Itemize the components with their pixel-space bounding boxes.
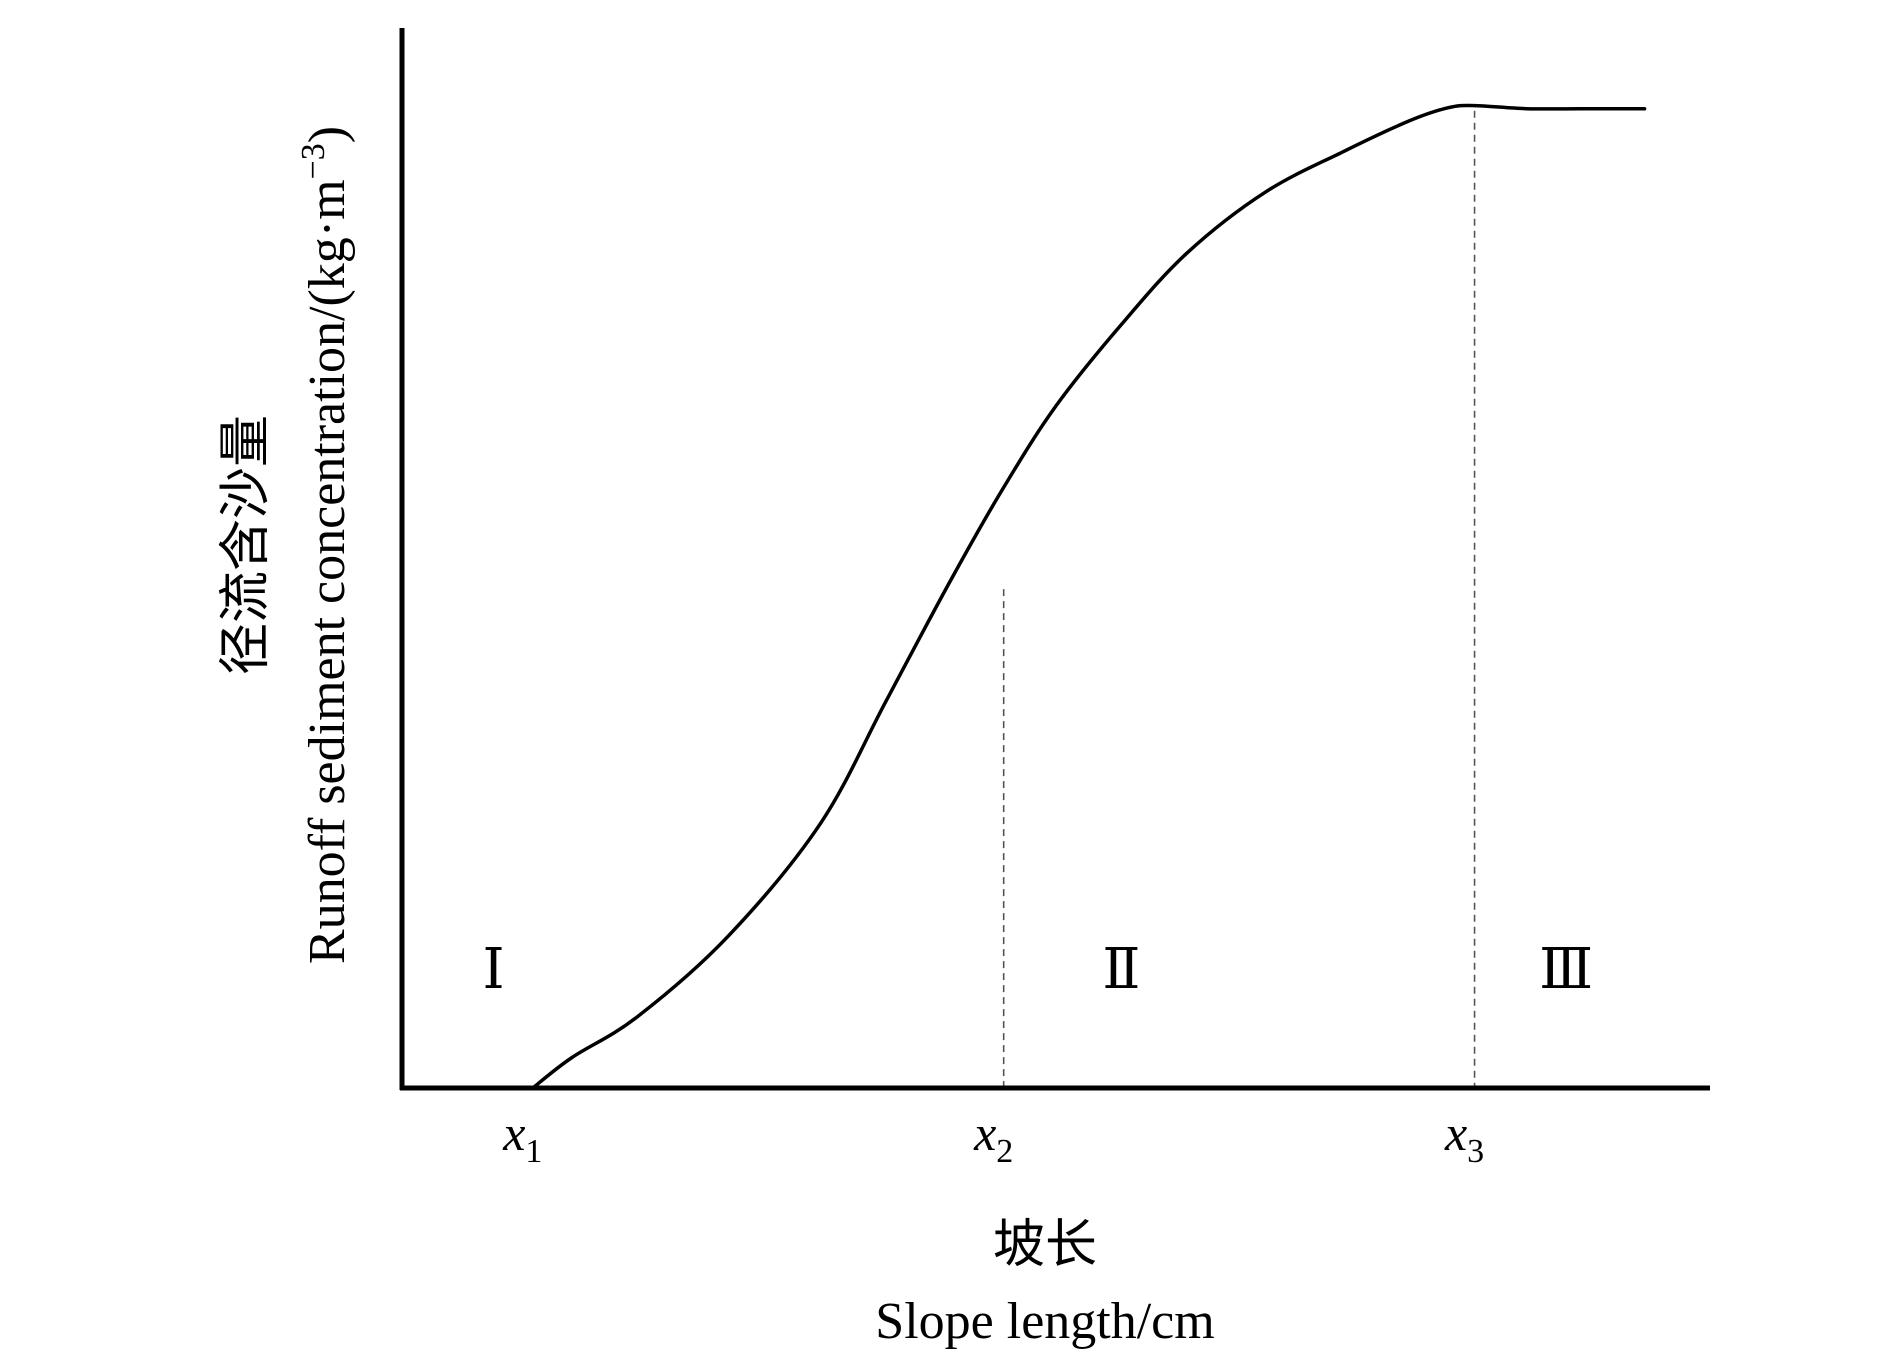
reference-lines (1002, 110, 1476, 1088)
y-axis-label-cn-group: 径流含沙量 (218, 415, 275, 675)
x-tick-label-1: x1 (502, 1105, 542, 1170)
x-tick-label-2: x2 (973, 1105, 1013, 1170)
region-label-2: Ⅱ (1102, 939, 1140, 1001)
region-label-1: Ⅰ (482, 939, 504, 1001)
y-axis-label: Runoff sediment concentration/(kg·m−3) (295, 126, 356, 964)
x-tick-label-3: x3 (1444, 1105, 1484, 1170)
y-axis-label-cn: 径流含沙量 (218, 415, 275, 675)
region-label-3: Ⅲ (1539, 939, 1593, 1001)
y-axis-label-group: Runoff sediment concentration/(kg·m−3) (295, 126, 356, 964)
x-tick-labels: x1 x2 x3 (502, 1105, 1484, 1170)
region-labels: Ⅰ Ⅱ Ⅲ (482, 939, 1593, 1001)
y-axis-label-main: Runoff sediment concentration/(kg·m (299, 179, 356, 964)
y-axis-label-exponent: −3 (295, 143, 332, 179)
x-axis-label: Slope length/cm (875, 1293, 1214, 1350)
series-line-sediment (531, 103, 1647, 1090)
y-axis-label-close: ) (299, 126, 356, 143)
x-axis-label-cn: 坡长 (993, 1217, 1097, 1274)
